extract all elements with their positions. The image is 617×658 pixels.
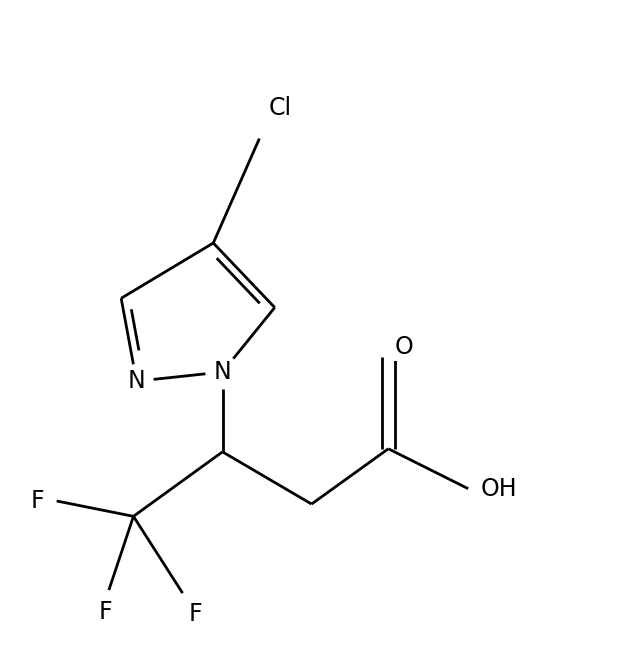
Text: O: O (394, 336, 413, 359)
Text: N: N (213, 360, 231, 384)
Text: F: F (31, 489, 44, 513)
Text: OH: OH (481, 476, 517, 501)
Text: N: N (128, 369, 146, 393)
Text: F: F (99, 601, 113, 624)
Text: Cl: Cl (268, 96, 292, 120)
Text: F: F (189, 602, 202, 626)
